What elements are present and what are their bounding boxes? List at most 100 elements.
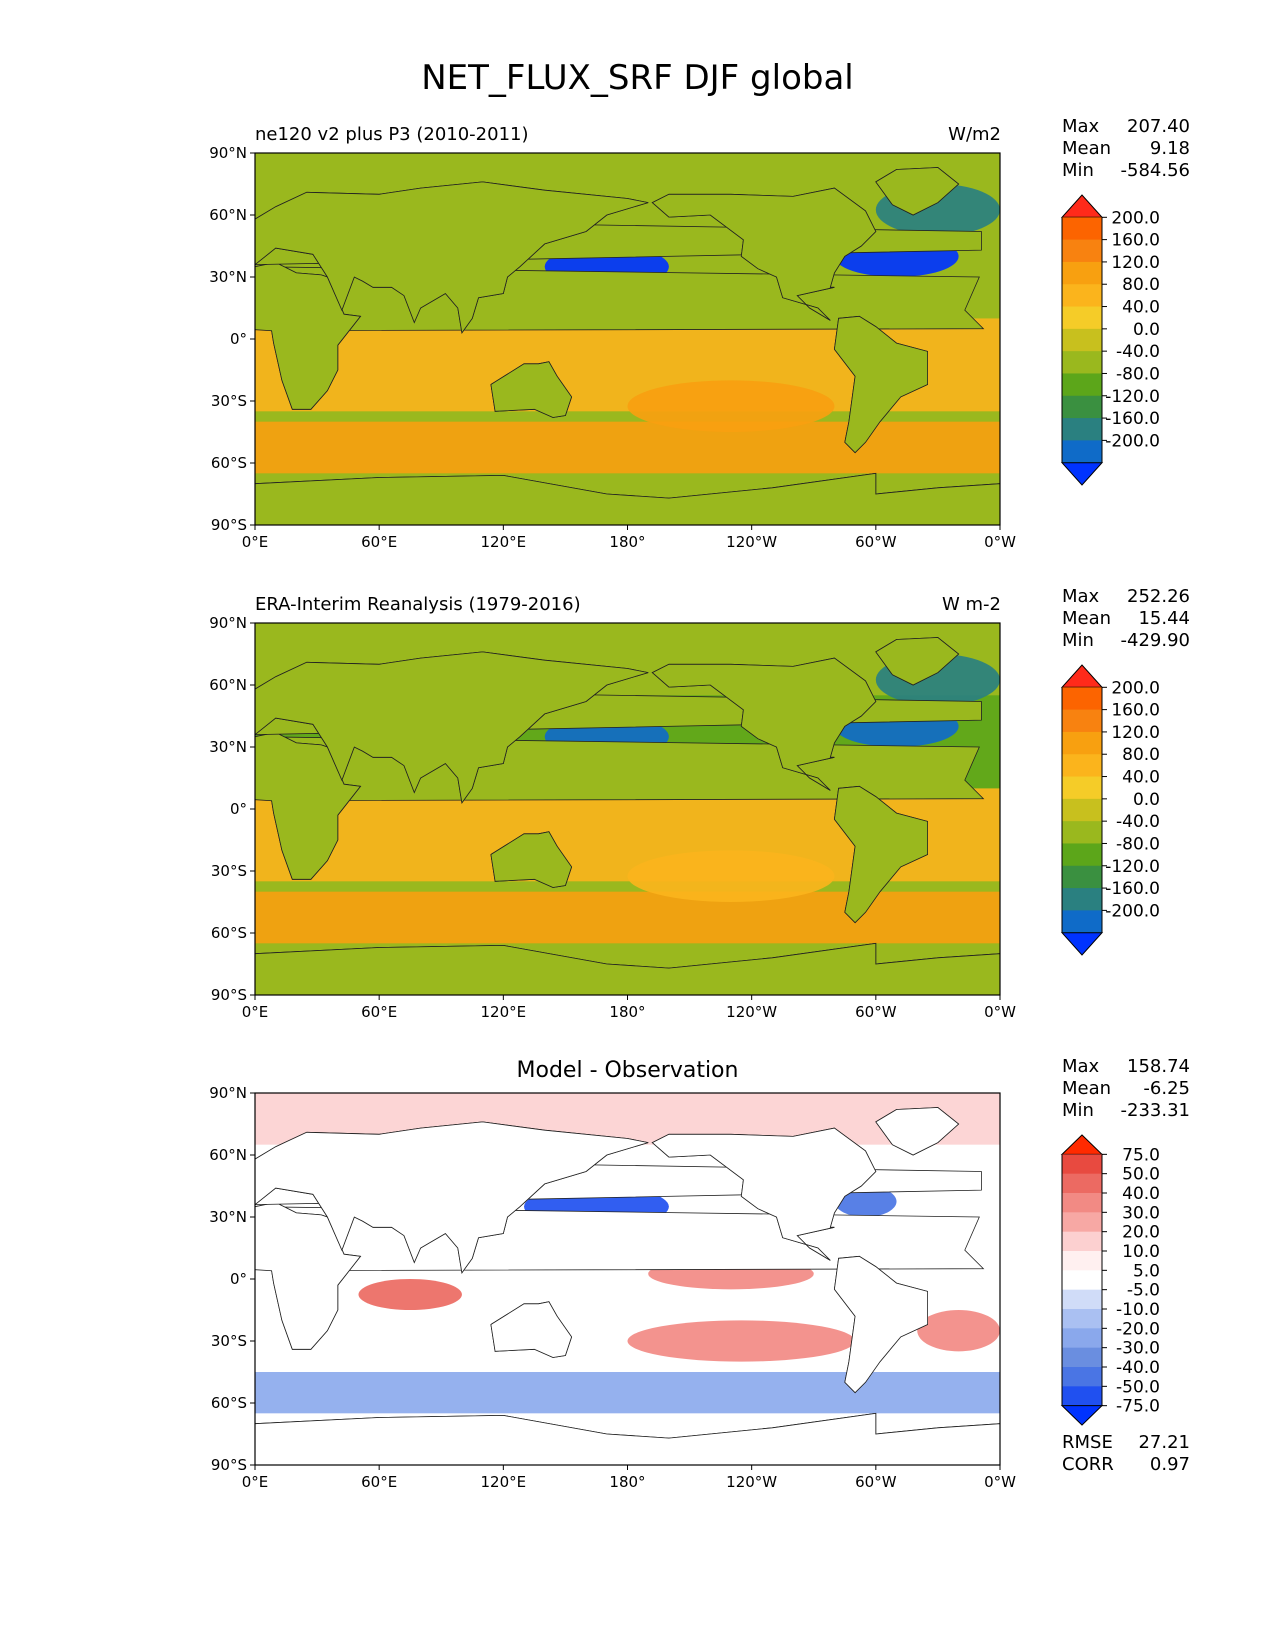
stat-mean: Mean -6.25 <box>1062 1078 1190 1099</box>
stat-max: Max 158.74 <box>1062 1056 1190 1077</box>
colorbar-extend-min <box>1060 1405 1104 1426</box>
panel-left-title: ne120 v2 plus P3 (2010-2011) <box>255 124 529 145</box>
colorbar-tick-label: -40.0 <box>1116 812 1160 832</box>
lat-tick-label: 90°N <box>209 614 247 632</box>
stat-corr: CORR 0.97 <box>1062 1454 1190 1475</box>
lon-tick-label: 180° <box>609 1003 645 1021</box>
north-america-landmass <box>651 657 877 791</box>
map-diff: 90°N 60°N 30°N 0° 30°S 60°S 90°S0°E 60°E 120°E 18… <box>209 1084 1160 1490</box>
colorbar-tick-label: -200.0 <box>1105 901 1160 921</box>
antarctica-landmass <box>255 1412 1000 1465</box>
lon-tick-label: 0°E <box>242 1003 269 1021</box>
colorbar-extend-max <box>1060 194 1104 218</box>
australia-landmass <box>490 361 573 418</box>
colorbar-bin <box>1062 1328 1102 1349</box>
colorbar-tick-label: -5.0 <box>1127 1281 1160 1301</box>
colorbar-bin <box>1062 821 1102 844</box>
lat-tick-label: 90°S <box>211 516 247 534</box>
australia-landmass <box>490 1301 573 1358</box>
lat-tick-label: 90°N <box>209 144 247 162</box>
colorbar-tick-label: 5.0 <box>1133 1261 1160 1281</box>
australia-landmass <box>490 831 573 888</box>
colorbar-bin <box>1062 373 1102 397</box>
colorbar-bin <box>1062 1347 1102 1368</box>
colorbar-bin <box>1062 306 1102 330</box>
colorbar-tick-label: -80.0 <box>1116 364 1160 384</box>
panel-units: W/m2 <box>948 124 1001 145</box>
colorbar-tick-label: 50.0 <box>1122 1165 1160 1185</box>
colorbar-tick-label: -120.0 <box>1105 387 1160 407</box>
colorbar-bin <box>1062 1231 1102 1252</box>
lat-tick-label: 30°S <box>211 1332 247 1350</box>
lon-tick-label: 60°E <box>361 1003 397 1021</box>
panel-center-title: Model - Observation <box>516 1058 739 1083</box>
stat-mean: Mean 9.18 <box>1062 138 1190 159</box>
colorbar-tick-label: 160.0 <box>1111 231 1160 251</box>
colorbar-tick-label: 0.0 <box>1133 790 1160 810</box>
colorbar-bin <box>1062 1251 1102 1271</box>
colorbar-tick-label: 80.0 <box>1122 275 1160 295</box>
data-region <box>917 1310 1000 1352</box>
colorbar-bin <box>1062 261 1102 285</box>
colorbar-outline <box>1061 217 1103 463</box>
south-america-landmass <box>833 315 928 454</box>
colorbar-bin <box>1062 1367 1102 1387</box>
lon-tick-label: 60°W <box>855 1003 897 1021</box>
colorbar-extend-max <box>1060 1134 1104 1155</box>
lon-tick-label: 0°W <box>984 533 1016 551</box>
data-region <box>834 1186 897 1217</box>
lon-tick-label: 60°W <box>855 533 897 551</box>
colorbar-bin <box>1062 776 1102 800</box>
colorbar-outline <box>1061 687 1103 933</box>
stat-min: Min -233.31 <box>1062 1100 1190 1121</box>
panel-units: W m-2 <box>941 594 1001 615</box>
south-america-landmass <box>833 785 928 924</box>
stats-box: Max 207.40 Mean 9.18 Min -584.56 <box>1062 116 1190 182</box>
lon-tick-label: 0°W <box>984 1473 1016 1490</box>
colorbar-bin <box>1062 418 1102 441</box>
lat-tick-label: 60°N <box>209 676 247 694</box>
stat-max: Max 252.26 <box>1062 586 1190 607</box>
lon-tick-label: 0°E <box>242 533 269 551</box>
stat-max: Max 207.40 <box>1062 116 1190 137</box>
antarctica-landmass <box>255 942 1000 995</box>
colorbar-bin <box>1062 798 1102 822</box>
map-area <box>255 1093 1000 1465</box>
colorbar-tick-label: 120.0 <box>1111 723 1160 743</box>
colorbar-bin <box>1062 687 1102 711</box>
greenland-landmass <box>875 637 960 686</box>
colorbar-extend-min <box>1060 462 1104 486</box>
colorbar-tick-label: 40.0 <box>1122 1184 1160 1204</box>
greenland-landmass <box>875 1107 960 1156</box>
lon-tick-label: 120°W <box>726 1473 777 1490</box>
map-area <box>255 153 1000 525</box>
lat-tick-label: 60°S <box>211 1394 247 1412</box>
lon-tick-label: 120°W <box>726 533 777 551</box>
colorbar-bin <box>1062 709 1102 733</box>
colorbar-tick-label: -20.0 <box>1116 1319 1160 1339</box>
lat-tick-label: 30°S <box>211 862 247 880</box>
lat-tick-label: 90°S <box>211 1456 247 1474</box>
eurasia-landmass <box>255 181 649 334</box>
colorbar-tick-label: -40.0 <box>1116 342 1160 362</box>
lon-tick-label: 120°E <box>481 1473 527 1490</box>
lat-tick-label: 0° <box>230 1270 247 1288</box>
colorbar-bin <box>1062 328 1102 352</box>
lon-tick-label: 120°W <box>726 1003 777 1021</box>
colorbar-bin <box>1062 843 1102 867</box>
lat-tick-label: 60°S <box>211 454 247 472</box>
map-ref: 90°N 60°N 30°N 0° 30°S 60°S 90°S0°E 60°E 120°E 18… <box>209 614 1160 1021</box>
colorbar-bin <box>1062 395 1102 419</box>
panel-left-title: ERA-Interim Reanalysis (1979-2016) <box>255 594 581 615</box>
lat-tick-label: 0° <box>230 800 247 818</box>
colorbar-tick-label: -160.0 <box>1105 409 1160 429</box>
colorbar-bin <box>1062 1154 1102 1175</box>
colorbar-tick-label: -80.0 <box>1116 834 1160 854</box>
colorbar-bin <box>1062 351 1102 374</box>
map-test: 90°N 60°N 30°N 0° 30°S 60°S 90°S0°E 60°E 120°E 18… <box>209 144 1160 551</box>
colorbar-tick-label: -75.0 <box>1116 1397 1160 1417</box>
stat-min: Min -429.90 <box>1062 630 1190 651</box>
colorbar-tick-label: -120.0 <box>1105 857 1160 877</box>
stat-rmse: RMSE 27.21 <box>1062 1432 1190 1453</box>
colorbar-tick-label: 120.0 <box>1111 253 1160 273</box>
